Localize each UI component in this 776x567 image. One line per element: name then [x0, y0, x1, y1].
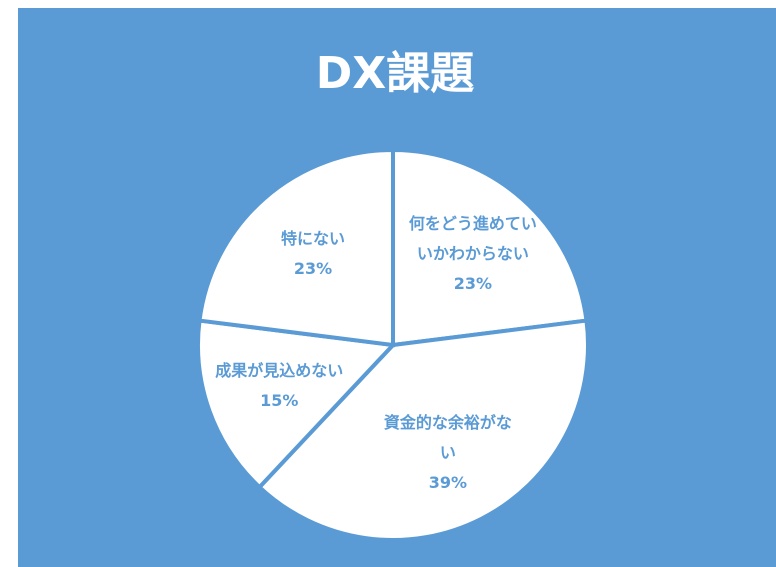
- pie-slice: [197, 147, 395, 348]
- pie-slice: [256, 318, 590, 542]
- slice-label: 何をどう進めていいかわからない 23%: [408, 209, 538, 299]
- category-label: 成果が見込めない: [215, 360, 344, 380]
- slice-label: 成果が見込めない 15%: [214, 356, 344, 416]
- chart-title: DX課題: [316, 48, 474, 99]
- slice-label: 特にない 23%: [248, 224, 378, 284]
- value-label: 23%: [453, 274, 493, 294]
- value-label: 23%: [293, 259, 333, 279]
- slice-label: 資金的な余裕がない 39%: [383, 408, 513, 498]
- value-label: 15%: [260, 390, 299, 410]
- pie-slice: [196, 318, 398, 490]
- category-label: 何をどう進めていいかわからない: [408, 214, 537, 264]
- category-label: 資金的な余裕がない: [383, 412, 512, 462]
- category-label: 特にない: [281, 229, 346, 249]
- value-label: 39%: [428, 472, 468, 492]
- pie-slice: [391, 147, 589, 348]
